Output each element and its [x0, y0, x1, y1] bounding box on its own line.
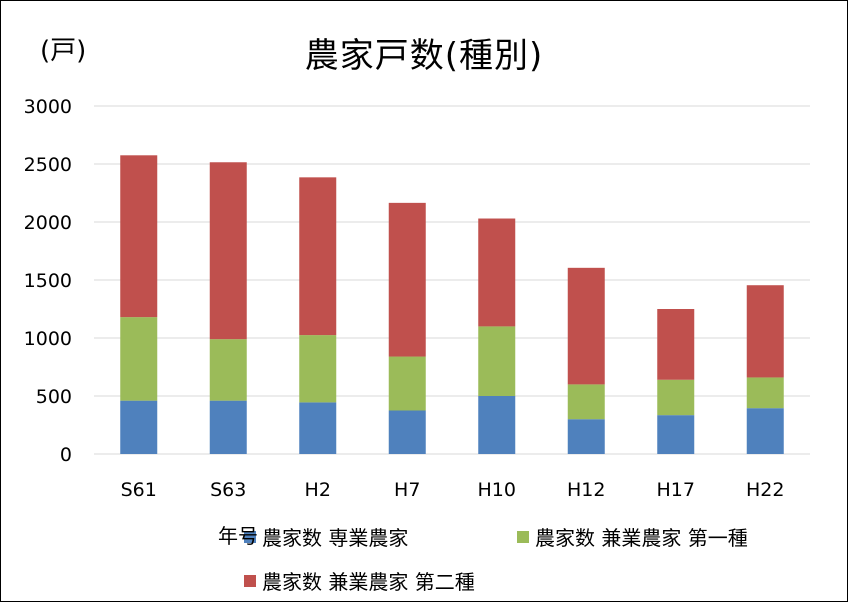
bar-H12-series-2 — [567, 384, 605, 420]
bar-S63-series-1 — [209, 400, 247, 454]
bar-S63-series-3 — [209, 162, 247, 340]
y-tick-label: 3000 — [24, 96, 72, 118]
x-tick-label-H2: H2 — [305, 479, 331, 501]
y-tick-label: 1000 — [24, 328, 72, 350]
bar-H2-series-1 — [299, 402, 337, 454]
x-tick-label-H22: H22 — [746, 479, 784, 501]
bar-H7-series-1 — [388, 410, 426, 454]
legend-item-series-2: 農家数 兼業農家 第一種 — [517, 522, 748, 551]
bar-H7-series-3 — [388, 202, 426, 357]
legend-item-series-1: 農家数 専業農家 — [244, 522, 408, 551]
legend-label-series-2: 農家数 兼業農家 第一種 — [535, 526, 748, 550]
bar-H17-series-3 — [657, 309, 695, 380]
y-tick-label: 500 — [36, 386, 72, 408]
bar-H12-series-1 — [567, 419, 605, 454]
x-tick-label-S61: S61 — [121, 479, 157, 501]
legend-swatch-series-2 — [517, 530, 529, 543]
bar-H10-series-3 — [478, 218, 516, 327]
legend-label-series-1: 農家数 専業農家 — [262, 526, 409, 550]
bar-H17-series-1 — [657, 415, 695, 454]
y-tick-label: 0 — [60, 444, 72, 466]
legend-item-series-3: 農家数 兼業農家 第二種 — [244, 566, 475, 595]
x-tick-label-H10: H10 — [478, 479, 516, 501]
y-tick-label: 2000 — [24, 212, 72, 234]
bar-H10-series-2 — [478, 326, 516, 396]
bar-H22-series-1 — [746, 408, 784, 454]
x-tick-label-H12: H12 — [567, 479, 605, 501]
bar-S63-series-2 — [209, 339, 247, 401]
bar-H17-series-2 — [657, 379, 695, 416]
gridlines — [94, 105, 810, 455]
x-tick-label-S63: S63 — [210, 479, 246, 501]
bar-H2-series-2 — [299, 335, 337, 403]
y-axis-unit-label: (戸) — [40, 36, 87, 66]
bar-H10-series-1 — [478, 396, 516, 454]
y-tick-labels: 0 500 1000 1500 2000 2500 3000 — [24, 96, 72, 466]
bar-H22-series-3 — [746, 285, 784, 378]
x-axis-label: 年号 — [218, 524, 258, 548]
x-tick-label-H7: H7 — [394, 479, 420, 501]
bar-S61-series-2 — [120, 317, 158, 401]
legend-label-series-3: 農家数 兼業農家 第二種 — [262, 570, 475, 594]
x-tick-label-H17: H17 — [657, 479, 695, 501]
bar-H2-series-3 — [299, 177, 337, 336]
x-tick-labels: S61 S63 H2 H7 H10 H12 H17 H22 — [121, 479, 785, 501]
legend-swatch-series-1 — [244, 530, 256, 543]
bar-H22-series-2 — [746, 377, 784, 409]
bar-S61-series-1 — [120, 400, 158, 454]
legend-swatch-series-3 — [244, 574, 256, 587]
bar-H12-series-3 — [567, 267, 605, 385]
y-tick-label: 2500 — [24, 154, 72, 176]
bar-S61-series-3 — [120, 155, 158, 318]
chart-title: 農家戸数(種別) — [304, 36, 544, 76]
bar-H7-series-2 — [388, 356, 426, 411]
y-tick-label: 1500 — [24, 270, 72, 292]
bars — [120, 155, 784, 454]
